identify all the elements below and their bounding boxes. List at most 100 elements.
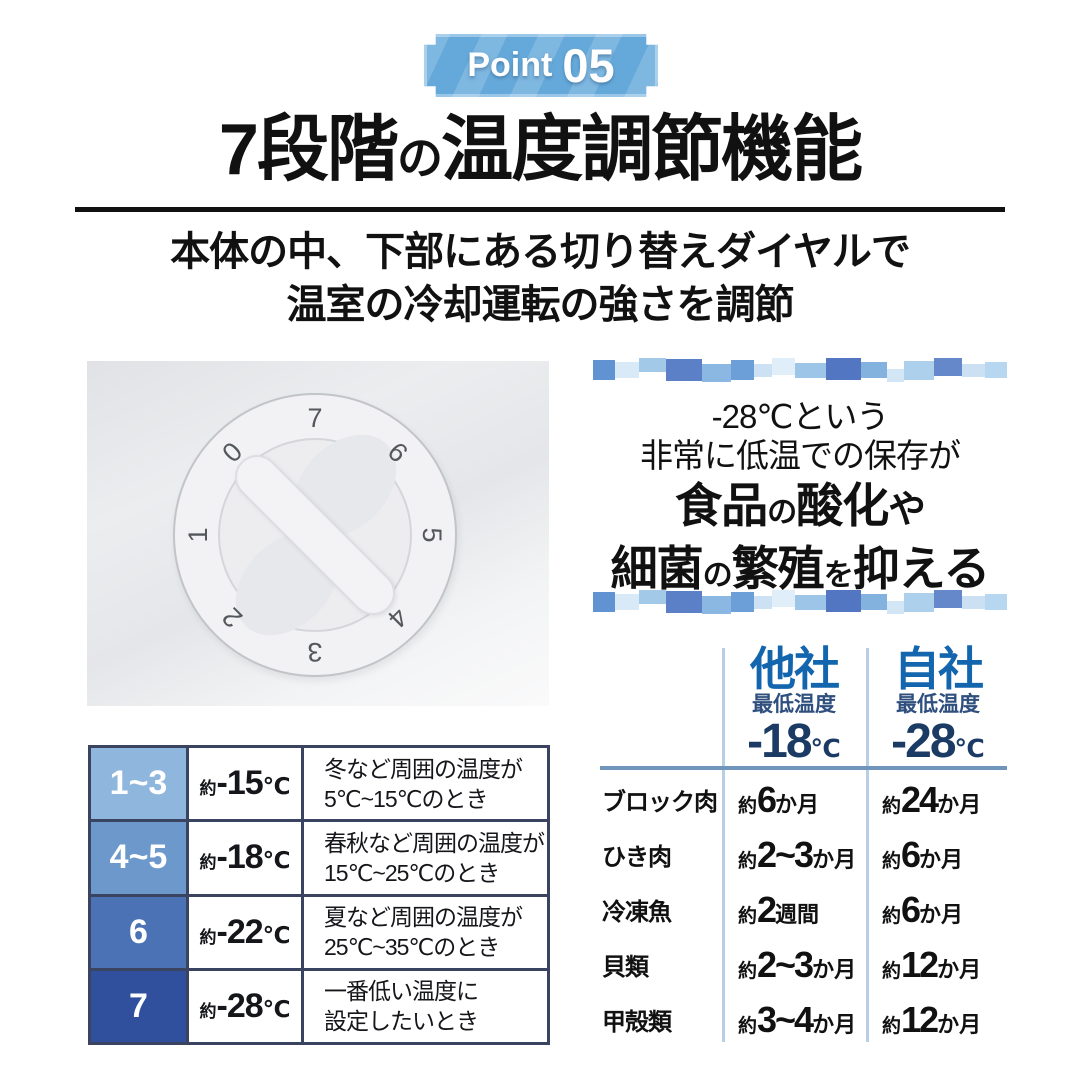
subtitle-line1: 本体の中、下部にある切り替えダイヤルで <box>170 230 911 274</box>
duration-part: 約 <box>738 795 758 817</box>
text-part: 温度調節機能 <box>441 110 863 190</box>
description-line: 5℃~15℃のとき <box>324 785 488 812</box>
text-part: の <box>396 132 443 184</box>
description-line: 春秋など周囲の温度が <box>324 829 545 856</box>
mosaic-block <box>887 369 904 382</box>
setting-temperature: 約 -22 ℃ <box>189 896 301 968</box>
compare-row: 冷凍魚約 2 週間約 6 か月 <box>602 882 1008 937</box>
mosaic-block <box>933 358 963 376</box>
temp-part: -18 <box>216 838 264 877</box>
setting-description: 一番低い温度に 設定したいとき <box>304 970 547 1042</box>
temp-part: -15 <box>216 764 264 803</box>
temp-part: 約 <box>199 853 217 873</box>
mosaic-block <box>772 590 795 607</box>
mosaic-strip-top <box>593 358 1007 382</box>
duration-part: か月 <box>919 846 964 872</box>
duration-part: 約 <box>738 905 758 927</box>
description-line: 25℃~35℃のとき <box>324 934 500 961</box>
description-line: 15℃~25℃のとき <box>324 859 500 886</box>
duration-part: 週間 <box>775 901 820 927</box>
text-part: の <box>702 559 733 592</box>
duration-part: 24 <box>901 778 939 820</box>
mosaic-block <box>772 358 795 375</box>
storage-duration: 約 2 週間 <box>722 889 866 931</box>
text-part: 細菌 <box>610 542 704 595</box>
other-company-temp: -18℃ <box>747 715 841 768</box>
temp-part: 約 <box>199 779 217 799</box>
duration-part: 3~4 <box>757 998 814 1040</box>
setting-description: 夏など周囲の温度が 25℃~35℃のとき <box>304 896 547 968</box>
compare-row: ブロック肉約 6 か月約 24 か月 <box>602 772 1008 827</box>
duration-part: 6 <box>901 833 921 875</box>
benefit-line4: 細菌の繁殖を抑える <box>560 543 1040 601</box>
description-line: 冬など周囲の温度が <box>324 755 523 782</box>
duration-part: 約 <box>738 1015 758 1037</box>
mosaic-block <box>794 362 827 378</box>
mosaic-block <box>903 592 934 612</box>
food-label: ブロック肉 <box>602 789 718 816</box>
mosaic-block <box>984 362 1007 378</box>
description-line: 夏など周囲の温度が <box>324 904 523 931</box>
duration-part: 約 <box>882 850 902 872</box>
duration-part: か月 <box>775 791 820 817</box>
benefit-line2: 非常に低温での保存が <box>640 437 961 474</box>
text-part: 抑える <box>852 542 991 595</box>
mosaic-block <box>984 594 1007 610</box>
dial-number-3: 3 <box>307 637 323 668</box>
text-part: や <box>888 488 926 530</box>
setting-description: 冬など周囲の温度が 5℃~15℃のとき <box>304 748 547 820</box>
storage-duration: 約 3~4 か月 <box>722 999 866 1041</box>
duration-part: か月 <box>919 901 964 927</box>
duration-part: 約 <box>882 905 902 927</box>
page-subtitle: 本体の中、下部にある切り替えダイヤルで 温室の冷却運転の強さを調節 <box>0 226 1080 332</box>
temp-part: -22 <box>216 912 264 951</box>
mosaic-block <box>860 362 888 378</box>
duration-part: か月 <box>812 846 857 872</box>
duration-part: 約 <box>738 850 758 872</box>
other-company-label: 他社 <box>750 643 840 695</box>
mosaic-block <box>826 358 861 380</box>
page-title: 7段階の温度調節機能 <box>0 100 1080 208</box>
mosaic-block <box>962 595 985 609</box>
setting-level: 7 <box>91 970 186 1042</box>
benefit-line3: 食品の酸化や <box>560 480 1040 538</box>
dial-settings-table: 1~3 約 -15 ℃ 冬など周囲の温度が 5℃~15℃のとき 4~5 約 -18 ℃ 春秋など周囲… <box>88 745 550 1045</box>
mosaic-block <box>639 590 667 604</box>
mosaic-block <box>826 590 861 612</box>
mosaic-block <box>903 360 934 380</box>
text-part: を <box>823 559 854 592</box>
mosaic-block <box>702 364 731 382</box>
benefit-text: -28℃という 非常に低温での保存が 食品の酸化や 細菌の繁殖を抑える <box>560 397 1040 601</box>
compare-header-other: 他社 最低温度 -18℃ <box>724 645 864 774</box>
mosaic-block <box>593 360 616 380</box>
duration-part: 約 <box>882 960 902 982</box>
temp-part: 約 <box>199 927 217 947</box>
compare-rows: ブロック肉約 6 か月約 24 か月 ひき肉約 2~3 か月約 6 か月 冷凍魚約 2 週間約 6 か月 貝類… <box>602 772 1008 1047</box>
mosaic-block <box>887 601 904 614</box>
mosaic-block <box>702 596 731 614</box>
mosaic-block <box>794 594 827 610</box>
setting-level: 6 <box>91 896 186 968</box>
food-label: 甲殻類 <box>602 1009 672 1036</box>
mosaic-block <box>933 590 963 608</box>
duration-part: 約 <box>882 795 902 817</box>
duration-part: か月 <box>812 956 857 982</box>
duration-part: 6 <box>901 888 921 930</box>
point-badge-label: Point <box>467 46 553 84</box>
text-part: 7段階 <box>218 110 399 190</box>
mosaic-block <box>639 358 667 372</box>
description-line: 設定したいとき <box>324 1008 479 1035</box>
temp-part: 約 <box>199 1001 217 1021</box>
description-line: 一番低い温度に <box>324 978 479 1005</box>
setting-level: 1~3 <box>91 748 186 820</box>
mosaic-block <box>666 359 703 381</box>
compare-header-underline <box>600 766 1007 770</box>
food-label: 貝類 <box>602 954 649 981</box>
storage-duration: 約 6 か月 <box>866 889 1008 931</box>
setting-level: 4~5 <box>91 822 186 894</box>
food-label: ひき肉 <box>602 844 672 871</box>
setting-description: 春秋など周囲の温度が 15℃~25℃のとき <box>304 822 547 894</box>
mosaic-block <box>962 363 985 377</box>
